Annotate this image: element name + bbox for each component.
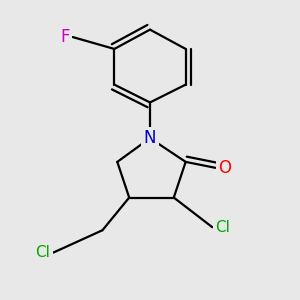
Text: Cl: Cl: [215, 220, 230, 235]
Text: F: F: [60, 28, 70, 46]
Text: Cl: Cl: [36, 245, 50, 260]
Text: N: N: [144, 129, 156, 147]
Text: O: O: [218, 159, 231, 177]
